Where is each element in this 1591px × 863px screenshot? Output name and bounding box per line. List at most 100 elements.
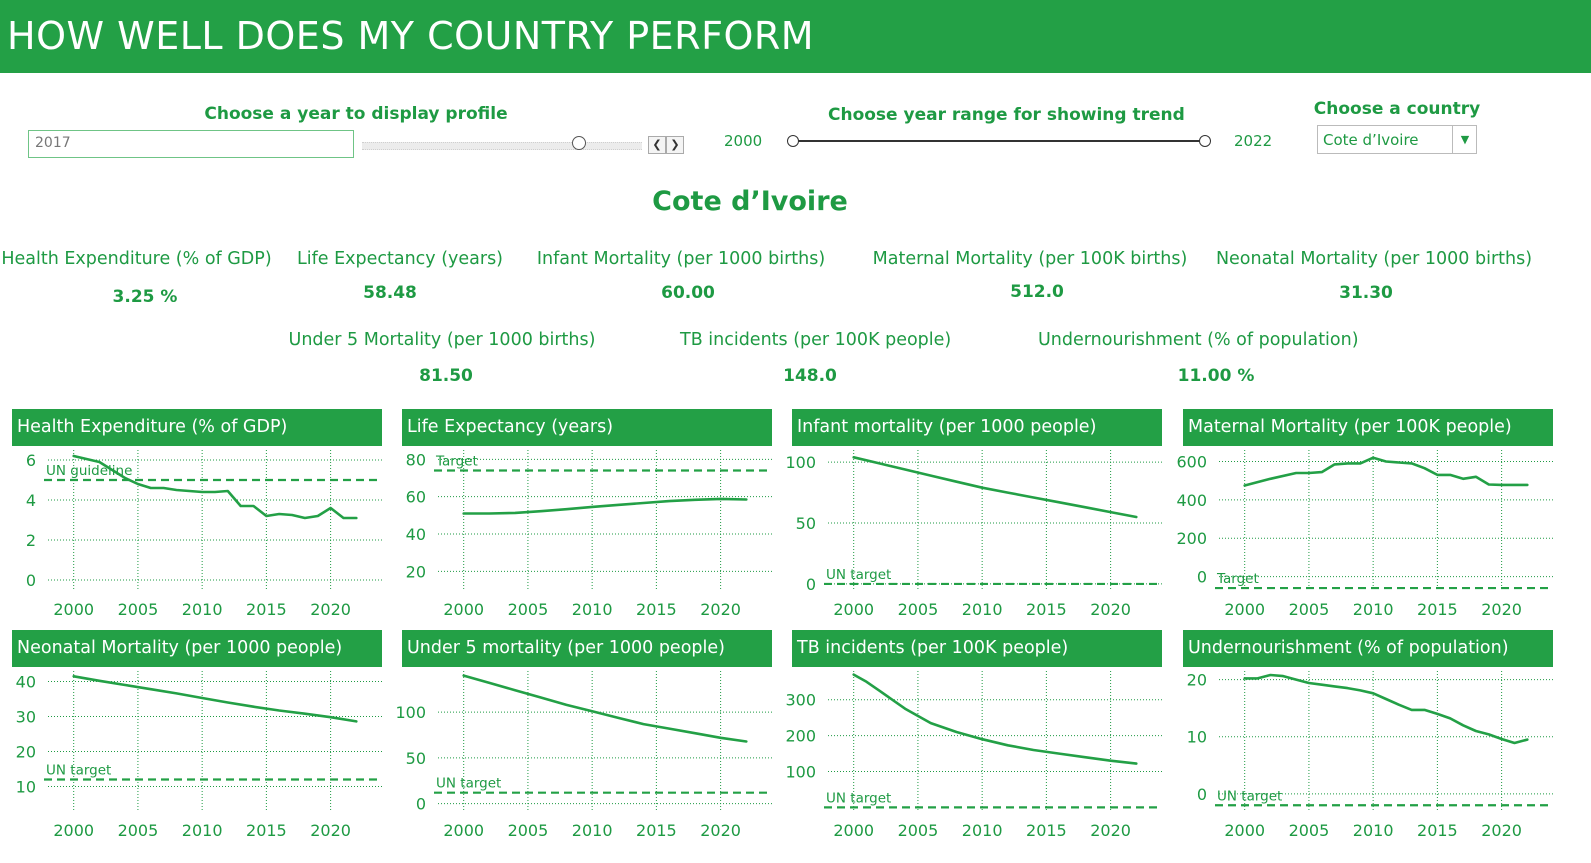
kpi-value: 58.48 <box>363 283 417 303</box>
year-select-label: Choose a year to display profile <box>204 104 508 124</box>
year-range-label: Choose year range for showing trend <box>828 105 1185 125</box>
x-tick-label: 2000 <box>53 600 94 619</box>
chart-header-infant-mortality: Infant mortality (per 1000 people) <box>792 409 1162 446</box>
y-tick-label: 20 <box>1187 671 1207 690</box>
x-tick-label: 2000 <box>833 600 874 619</box>
y-tick-label: 0 <box>1197 785 1207 804</box>
year-next-button[interactable]: ❯ <box>666 136 684 154</box>
x-tick-label: 2000 <box>833 821 874 840</box>
year-slider-thumb[interactable] <box>571 136 586 150</box>
reference-label: UN target <box>826 790 891 806</box>
series-line <box>1243 673 1529 745</box>
range-end-value: 2022 <box>1234 132 1273 150</box>
kpi-label: Neonatal Mortality (per 1000 births) <box>1215 249 1533 269</box>
x-tick-label: 2005 <box>898 821 939 840</box>
page-title: HOW WELL DOES MY COUNTRY PERFORM <box>7 14 815 58</box>
line-chart-maternal-mortality: 0 200 400 600 2000 2005 2010 2015 2020 Target <box>1176 450 1553 619</box>
line-chart-under5-mortality: 0 50 100 2000 2005 2010 2015 2020 UN target <box>395 671 772 840</box>
y-tick-label: 100 <box>785 453 816 472</box>
series-line <box>1243 456 1529 487</box>
country-dropdown[interactable]: Cote d’Ivoire <box>1317 125 1477 154</box>
kpi-value: 512.0 <box>1010 282 1064 302</box>
x-tick-label: 2000 <box>1224 821 1265 840</box>
chart-header-under5-mortality: Under 5 mortality (per 1000 people) <box>402 630 772 667</box>
y-tick-label: 50 <box>796 514 816 533</box>
kpi-value: 3.25 % <box>112 287 178 307</box>
line-chart-infant-mortality: 0 50 100 2000 2005 2010 2015 2020 UN target <box>785 450 1162 619</box>
chart-header-tb-incidents: TB incidents (per 100K people) <box>792 630 1162 667</box>
country-heading: Cote d’Ivoire <box>652 186 848 217</box>
series-line <box>852 456 1138 519</box>
y-tick-label: 300 <box>785 691 816 710</box>
series-line <box>462 674 748 743</box>
kpi-label: Health Expenditure (% of GDP) <box>1 249 272 269</box>
year-prev-button[interactable]: ❮ <box>648 136 666 154</box>
x-tick-label: 2015 <box>1026 821 1067 840</box>
x-tick-label: 2010 <box>1353 821 1394 840</box>
x-tick-label: 2015 <box>1417 600 1458 619</box>
series-line <box>462 497 748 515</box>
x-tick-label: 2020 <box>310 821 351 840</box>
series-line <box>852 673 1138 765</box>
x-tick-label: 2005 <box>118 821 159 840</box>
y-tick-label: 80 <box>406 450 426 469</box>
x-tick-label: 2005 <box>508 600 549 619</box>
x-tick-label: 2005 <box>118 600 159 619</box>
year-range-track[interactable] <box>792 140 1206 142</box>
kpi-label: Undernourishment (% of population) <box>1038 330 1359 350</box>
chart-header-undernourishment: Undernourishment (% of population) <box>1183 630 1553 667</box>
reference-label: UN target <box>436 776 501 792</box>
country-select-label: Choose a country <box>1313 99 1481 119</box>
y-tick-label: 40 <box>406 525 426 544</box>
x-tick-label: 2015 <box>1417 821 1458 840</box>
x-tick-label: 2010 <box>572 821 613 840</box>
chart-header-health-expenditure: Health Expenditure (% of GDP) <box>12 409 382 446</box>
reference-label: Target <box>1216 571 1259 587</box>
y-tick-label: 600 <box>1176 453 1207 472</box>
y-tick-label: 200 <box>785 727 816 746</box>
y-tick-label: 4 <box>26 491 36 510</box>
x-tick-label: 2020 <box>700 600 741 619</box>
x-tick-label: 2000 <box>443 600 484 619</box>
x-tick-label: 2005 <box>898 600 939 619</box>
y-tick-label: 0 <box>416 795 426 814</box>
y-tick-label: 20 <box>16 743 36 762</box>
series-line <box>72 675 358 723</box>
x-tick-label: 2005 <box>1289 821 1330 840</box>
line-chart-neonatal-mortality: 10 20 30 40 2000 2005 2010 2015 2020 UN target <box>16 671 382 840</box>
y-tick-label: 6 <box>26 451 36 470</box>
x-tick-label: 2000 <box>443 821 484 840</box>
x-tick-label: 2010 <box>572 600 613 619</box>
x-tick-label: 2020 <box>1481 821 1522 840</box>
chart-header-maternal-mortality: Maternal Mortality (per 100K people) <box>1183 409 1553 446</box>
year-slider-track[interactable] <box>362 142 642 150</box>
y-tick-label: 50 <box>406 749 426 768</box>
x-tick-label: 2015 <box>246 600 287 619</box>
range-start-handle[interactable] <box>787 135 799 147</box>
x-tick-label: 2010 <box>962 600 1003 619</box>
y-tick-label: 60 <box>406 488 426 507</box>
y-tick-label: 400 <box>1176 491 1207 510</box>
reference-label: UN guideline <box>46 463 132 479</box>
chart-header-life-expectancy: Life Expectancy (years) <box>402 409 772 446</box>
y-tick-label: 10 <box>16 778 36 797</box>
x-tick-label: 2020 <box>310 600 351 619</box>
year-input[interactable]: 2017 <box>28 130 354 158</box>
kpi-value: 31.30 <box>1339 283 1393 303</box>
kpi-label: Under 5 Mortality (per 1000 births) <box>288 330 596 350</box>
y-tick-label: 100 <box>395 703 426 722</box>
x-tick-label: 2015 <box>636 600 677 619</box>
range-end-handle[interactable] <box>1199 135 1211 147</box>
chevron-down-icon[interactable]: ▼ <box>1452 126 1477 153</box>
x-tick-label: 2000 <box>1224 600 1265 619</box>
kpi-value: 148.0 <box>783 366 837 386</box>
x-tick-label: 2005 <box>508 821 549 840</box>
kpi-value: 81.50 <box>419 366 473 386</box>
x-tick-label: 2015 <box>246 821 287 840</box>
x-tick-label: 2020 <box>1090 821 1131 840</box>
title-banner <box>0 0 1591 73</box>
line-chart-undernourishment: 0 10 20 2000 2005 2010 2015 2020 UN target <box>1187 671 1553 840</box>
y-tick-label: 20 <box>406 562 426 581</box>
kpi-value: 11.00 % <box>1177 366 1255 386</box>
reference-label: Target <box>435 454 478 470</box>
